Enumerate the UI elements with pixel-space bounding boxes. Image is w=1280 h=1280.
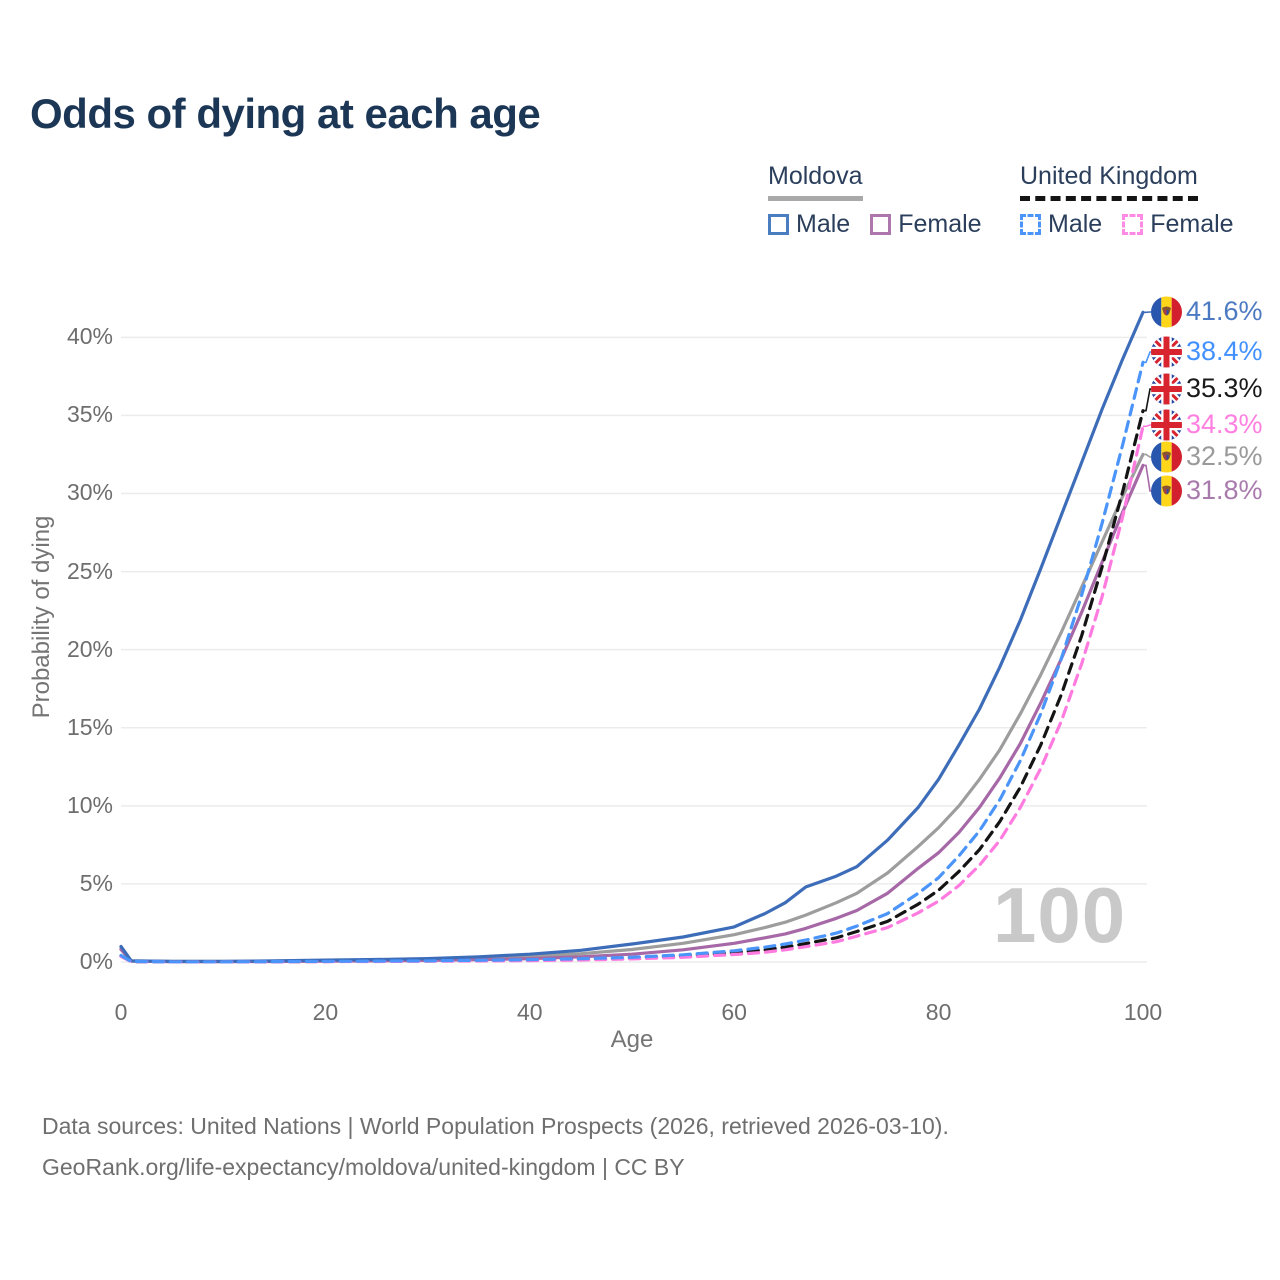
uk-flag-icon	[1151, 336, 1182, 368]
legend-group-uk: United Kingdom Male Female	[1020, 162, 1234, 239]
end-value-label-united-kingdom-both-sexes-: 35.3%	[1186, 373, 1263, 403]
series-line-united-kingdom-female[interactable]	[119, 424, 1145, 964]
label-leader-line	[1143, 351, 1151, 364]
legend-label: Female	[898, 210, 982, 238]
legend-country-moldova: Moldova	[768, 162, 863, 201]
x-tick-label: 0	[114, 999, 128, 1025]
end-value-label-moldova-female: 31.8%	[1186, 475, 1263, 505]
label-leader-line	[1143, 424, 1151, 428]
x-tick-label: 80	[925, 999, 952, 1025]
y-tick-label: 20%	[66, 635, 113, 662]
series-line-moldova-male[interactable]	[119, 310, 1145, 963]
uk-flag-icon	[1151, 409, 1182, 441]
end-value-label-united-kingdom-female: 34.3%	[1186, 409, 1263, 439]
y-tick-label: 30%	[66, 479, 113, 506]
y-axis-label: Probability of dying	[28, 515, 55, 719]
y-tick-label: 5%	[79, 869, 113, 896]
uk-female-swatch-icon	[1122, 214, 1144, 235]
x-axis-label: Age	[610, 1026, 654, 1053]
series-line-moldova-both-sexes-[interactable]	[119, 452, 1145, 964]
page-title: Odds of dying at each age	[30, 90, 541, 137]
series-line-united-kingdom-male[interactable]	[119, 360, 1145, 964]
end-value-label-moldova-both-sexes-: 32.5%	[1186, 441, 1263, 471]
y-tick-label: 35%	[66, 401, 113, 428]
attribution-link[interactable]: GeoRank.org/life-expectancy/moldova/unit…	[42, 1154, 685, 1180]
x-tick-label: 20	[312, 999, 339, 1025]
label-leader-line	[1143, 453, 1151, 458]
legend-item-moldova-male[interactable]: Male	[768, 210, 850, 239]
legend-label: Male	[796, 210, 851, 238]
uk-male-swatch-icon	[1020, 214, 1041, 235]
x-tick-label: 40	[517, 999, 543, 1025]
moldova-male-swatch-icon	[768, 214, 789, 235]
label-leader-line	[1143, 388, 1151, 412]
moldova-flag-icon	[1151, 441, 1182, 473]
y-tick-label: 10%	[66, 791, 113, 818]
end-value-label-moldova-male: 41.6%	[1186, 296, 1263, 326]
y-tick-label: 0%	[79, 948, 113, 974]
series-line-moldova-female[interactable]	[119, 463, 1145, 964]
footer: Data sources: United Nations | World Pop…	[42, 1106, 949, 1188]
y-tick-label: 15%	[66, 713, 113, 740]
moldova-flag-icon	[1151, 296, 1182, 328]
x-tick-label: 100	[1123, 999, 1163, 1025]
y-tick-label: 40%	[66, 323, 113, 350]
legend-item-moldova-female[interactable]: Female	[870, 210, 982, 239]
x-tick-label: 60	[721, 999, 747, 1025]
y-tick-label: 25%	[66, 557, 113, 584]
moldova-female-swatch-icon	[870, 214, 892, 235]
legend-label: Female	[1150, 210, 1234, 238]
end-value-label-united-kingdom-male: 38.4%	[1186, 336, 1263, 366]
legend-group-moldova: Moldova Male Female	[768, 162, 982, 239]
data-sources-text: Data sources: United Nations | World Pop…	[42, 1113, 949, 1139]
label-leader-line	[1143, 464, 1151, 492]
legend-item-uk-female[interactable]: Female	[1122, 210, 1234, 239]
age-watermark: 100	[993, 871, 1127, 959]
legend-country-uk: United Kingdom	[1020, 162, 1198, 201]
moldova-flag-icon	[1151, 475, 1182, 507]
uk-flag-icon	[1151, 373, 1182, 405]
legend-label: Male	[1048, 210, 1103, 238]
legend-item-uk-male[interactable]: Male	[1020, 210, 1102, 239]
